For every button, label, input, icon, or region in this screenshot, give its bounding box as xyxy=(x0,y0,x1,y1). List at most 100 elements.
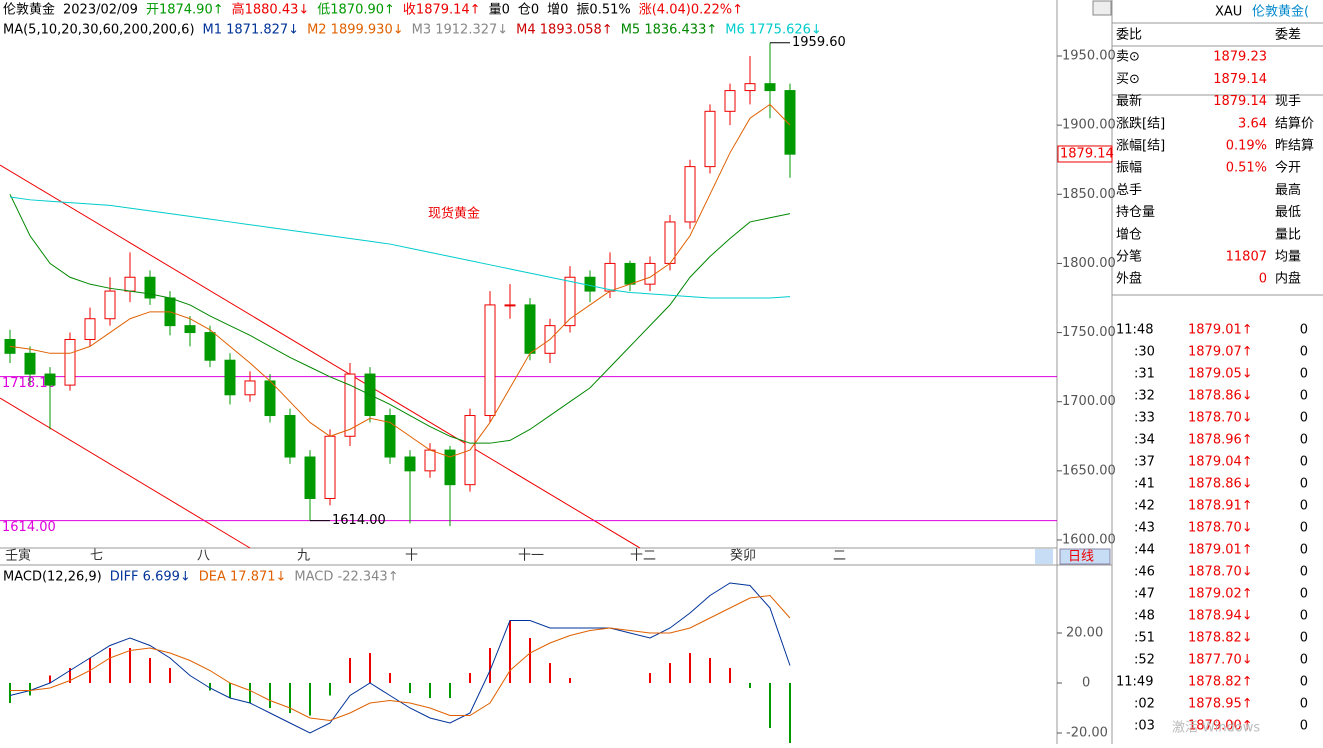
quote-label: 最新 xyxy=(1116,93,1142,109)
last-price-box xyxy=(1057,145,1113,163)
y-tick-label: 1700.00 xyxy=(1062,394,1116,409)
tick-volume: 0 xyxy=(1300,609,1308,624)
scroll-thumb[interactable] xyxy=(1035,549,1053,564)
candle-body xyxy=(324,435,336,499)
tick-volume: 0 xyxy=(1300,499,1308,514)
candle-body xyxy=(684,166,696,223)
tick-price: 1878.91↑ xyxy=(1188,499,1253,514)
header-item: 高1880.43↓ xyxy=(232,2,310,18)
header-item: M4 1893.058↑ xyxy=(516,23,613,38)
tick-price: 1878.96↑ xyxy=(1188,433,1253,448)
candle-body xyxy=(444,449,456,486)
tick-volume: 0 xyxy=(1300,653,1308,668)
header-item: 开1874.90↑ xyxy=(146,3,224,18)
header-item: 收1879.14↑ xyxy=(403,3,481,18)
header-item: M3 1912.327↓ xyxy=(412,23,509,38)
tick-time: :32 xyxy=(1134,389,1155,404)
tick-volume: 0 xyxy=(1300,323,1308,338)
quote-label: 增仓 xyxy=(1116,227,1142,242)
quote-value: 3.64 xyxy=(1238,116,1267,131)
candle-body xyxy=(524,304,536,354)
candle-body xyxy=(724,90,736,112)
time-label: 十一 xyxy=(518,549,544,564)
quote-label: 委差 xyxy=(1275,28,1301,43)
tick-volume: 0 xyxy=(1300,697,1308,712)
tick-time: :33 xyxy=(1134,411,1155,426)
tick-price: 1879.00↑ xyxy=(1188,719,1253,734)
header-item: 2023/02/09 xyxy=(63,3,138,18)
time-label: 十 xyxy=(405,549,418,564)
menu-button[interactable] xyxy=(1092,0,1112,16)
tick-volume: 0 xyxy=(1300,367,1308,382)
quote-value: 0.51% xyxy=(1226,161,1267,176)
period-label: 日线 xyxy=(1068,550,1094,565)
header-item: 仓0 xyxy=(518,3,539,18)
header-item: M5 1836.433↑ xyxy=(621,23,718,38)
y-tick-label: 1800.00 xyxy=(1062,256,1116,271)
tick-volume: 0 xyxy=(1300,587,1308,602)
candle-body xyxy=(144,276,156,299)
quote-label: 最低 xyxy=(1275,205,1301,220)
quote-label: 振幅 xyxy=(1116,161,1142,176)
candle-body xyxy=(284,415,296,458)
period-button[interactable] xyxy=(1059,548,1111,565)
tick-volume: 0 xyxy=(1300,345,1308,360)
candle-body xyxy=(84,318,96,340)
quote-label: 外盘 xyxy=(1116,271,1142,287)
watermark: 激活 Windows xyxy=(1172,721,1260,736)
tick-time: :52 xyxy=(1134,653,1155,668)
quote-label: 最高 xyxy=(1275,182,1301,198)
chart-title: 现货黄金 xyxy=(428,206,480,222)
tick-price: 1879.01↑ xyxy=(1188,323,1253,338)
candle-body xyxy=(584,276,596,292)
header-item: 振0.51% xyxy=(576,3,630,18)
candle-body xyxy=(564,276,576,327)
quote-label: 内盘 xyxy=(1275,271,1301,287)
header-item: 量0 xyxy=(489,3,510,18)
header-item: 涨(4.04)0.22%↑ xyxy=(639,3,743,18)
tick-price: 1879.02↑ xyxy=(1188,587,1253,602)
tick-price: 1879.04↑ xyxy=(1188,455,1253,470)
y-tick-label: 1950.00 xyxy=(1062,49,1116,64)
time-label: 十二 xyxy=(630,549,656,564)
tick-time: :02 xyxy=(1134,697,1155,712)
tick-volume: 0 xyxy=(1300,631,1308,646)
quote-label: 涨幅[结] xyxy=(1116,139,1165,154)
tick-volume: 0 xyxy=(1300,389,1308,404)
quote-value: 0 xyxy=(1259,272,1267,287)
trend-channel xyxy=(0,397,251,549)
tick-volume: 0 xyxy=(1300,543,1308,558)
tick-volume: 0 xyxy=(1300,719,1308,734)
quote-label: 涨跌[结] xyxy=(1116,115,1165,131)
annotation: 1959.60 xyxy=(792,35,846,50)
quote-label: 持仓量 xyxy=(1116,205,1155,220)
tick-time: :03 xyxy=(1134,719,1155,734)
candle-body xyxy=(184,325,196,334)
tick-time: :47 xyxy=(1134,587,1155,602)
tick-price: 1879.07↑ xyxy=(1188,345,1253,360)
quote-label: 结算价 xyxy=(1275,116,1314,131)
header-item: 伦敦黄金 xyxy=(3,2,55,18)
candle-body xyxy=(624,262,636,285)
quote-label: 委比 xyxy=(1116,28,1142,43)
candle-body xyxy=(784,90,796,155)
tick-volume: 0 xyxy=(1300,455,1308,470)
quote-label: 总手 xyxy=(1116,183,1142,198)
header-item: MACD(12,26,9) xyxy=(3,570,102,585)
header-item: DEA 17.871↓ xyxy=(199,570,287,585)
candle-body xyxy=(644,262,656,285)
time-label: 壬寅 xyxy=(5,548,31,564)
candle-body xyxy=(224,359,236,396)
time-label: 九 xyxy=(297,549,310,564)
tick-price: 1878.86↓ xyxy=(1188,477,1253,492)
tick-time: :34 xyxy=(1134,433,1155,448)
quote-label: 量比 xyxy=(1275,227,1301,242)
tick-price: 1879.05↓ xyxy=(1188,367,1253,382)
ma-line xyxy=(9,103,791,458)
header-item: M6 1775.626↓ xyxy=(725,23,822,38)
time-label: 癸卯 xyxy=(730,549,756,564)
tick-time: 11:49 xyxy=(1116,675,1153,690)
